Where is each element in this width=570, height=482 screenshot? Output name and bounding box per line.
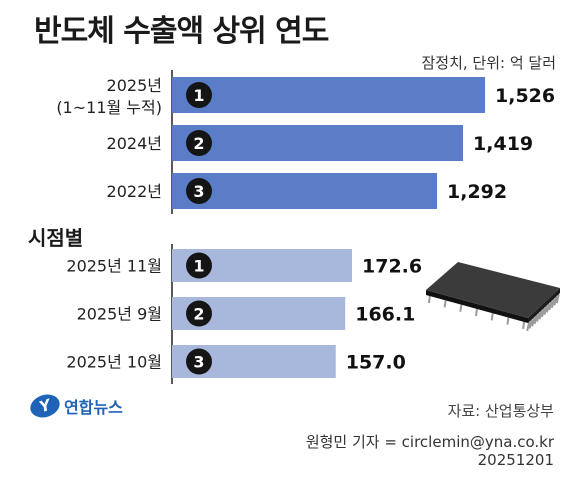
chip-pin [550,298,555,308]
semiconductor-chip-icon [426,262,560,332]
annual-value-label-3: 1,292 [447,181,507,203]
credit-block: 원형민 기자 = circlemin@yna.co.kr 20251201 [306,433,554,469]
monthly-rank-badge-2 [186,300,212,327]
chip-pin [490,313,494,321]
annual-rank-number-3: 3 [193,182,204,201]
yonhap-logo: Y 연합뉴스 [27,390,123,422]
chip-pin [427,295,431,304]
monthly-category-label-3: 2025년 10월 [66,353,162,372]
chart-title: 반도체 수출액 상위 연도 [34,14,329,49]
annual-value-label-1: 1,526 [495,85,555,107]
chip-pin [548,300,553,311]
monthly-category-label-1: 2025년 11월 [66,257,162,276]
chip-pin [522,321,526,330]
monthly-value-label-3: 157.0 [346,352,406,374]
section-title-by-period: 시점별 [28,226,84,250]
chip-pin [526,321,531,332]
chip-pin [459,304,463,312]
annual-category-label-1-line-2: (1~11월 누적) [56,98,162,117]
monthly-rank-number-3: 3 [193,353,204,372]
chip-pin [543,305,548,315]
annual-category-label-1-line-1: 2025년 [107,76,162,95]
annual-value-label-2: 1,419 [473,133,533,155]
annual-rank-badge-1 [186,82,212,108]
annual-rank-badge-3 [186,178,212,204]
chip-pin [443,300,447,308]
chip-pin [506,317,510,325]
monthly-rank-badge-1 [186,252,212,279]
annual-rank-number-1: 1 [193,86,204,105]
chip-top [426,262,560,318]
annual-bar-3 [172,173,438,209]
chip-side [528,288,560,323]
chip-pin [555,293,560,304]
yonhap-logo-text: 연합뉴스 [64,398,123,417]
monthly-category-label-2: 2025년 9월 [77,305,162,324]
unit-note: 잠정치, 단위: 억 달러 [421,54,556,72]
chip-pin [541,307,545,318]
monthly-rank-number-2: 2 [193,305,204,324]
monthly-value-label-2: 166.1 [355,304,415,326]
data-source: 자료: 산업통상부 [447,402,554,420]
chip-pin [531,317,536,327]
monthly-rank-badge-3 [186,348,212,375]
annual-rank-badge-2 [186,130,212,156]
monthly-value-label-1: 172.6 [362,256,422,278]
chip-pin [545,303,550,313]
annual-bar-1 [172,77,485,113]
monthly-rank-number-1: 1 [193,257,204,276]
reporter-credit: 원형민 기자 = circlemin@yna.co.kr [305,433,554,451]
chip-pin [533,314,538,325]
annual-bar-2 [172,125,464,161]
publish-date: 20251201 [477,451,554,469]
annual-category-label-3: 2022년 [107,182,162,201]
chip-pin [538,310,543,320]
chip-pin [528,319,533,329]
chip-pin [553,296,558,306]
chip-pin [536,312,541,322]
annual-category-label-2: 2024년 [107,134,162,153]
yonhap-logo-mark: Y [27,390,63,422]
chip-pin [475,308,478,317]
chip-side [426,290,528,323]
annual-rank-number-2: 2 [193,134,204,153]
